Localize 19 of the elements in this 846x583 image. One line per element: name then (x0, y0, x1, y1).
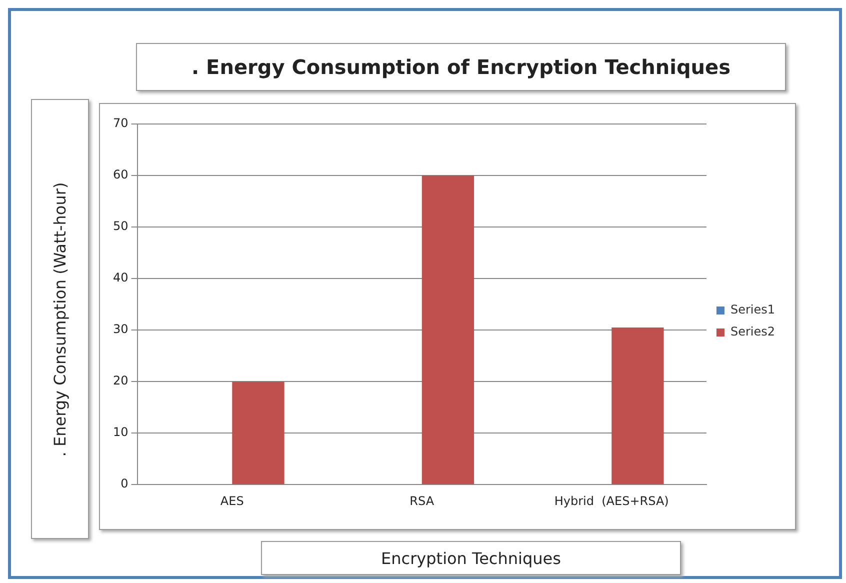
y-tick-label: 30 (112, 322, 128, 336)
y-tick-label: 0 (120, 476, 128, 491)
x-tick-label: Hybrid (AES+RSA) (554, 494, 669, 508)
bar (232, 382, 284, 484)
bar (612, 327, 664, 484)
x-tick-label: RSA (410, 494, 435, 508)
y-tick-label: 20 (112, 374, 128, 388)
y-tick-label: 10 (112, 425, 128, 440)
y-tick-label: 40 (112, 270, 128, 285)
y-tick-label: 50 (112, 219, 128, 234)
x-axis-title: Encryption Techniques (261, 541, 681, 575)
y-axis-title: . Energy Consumption (Watt-hour) (50, 182, 70, 456)
y-tick-label: 70 (112, 116, 128, 130)
y-tick-label: 60 (112, 168, 128, 182)
bar (422, 176, 474, 484)
legend-label: Series1 (730, 302, 776, 317)
x-tick-label: AES (220, 494, 244, 508)
legend-label: Series2 (730, 324, 776, 339)
chart-title: . Energy Consumption of Encryption Techniques (136, 43, 786, 91)
